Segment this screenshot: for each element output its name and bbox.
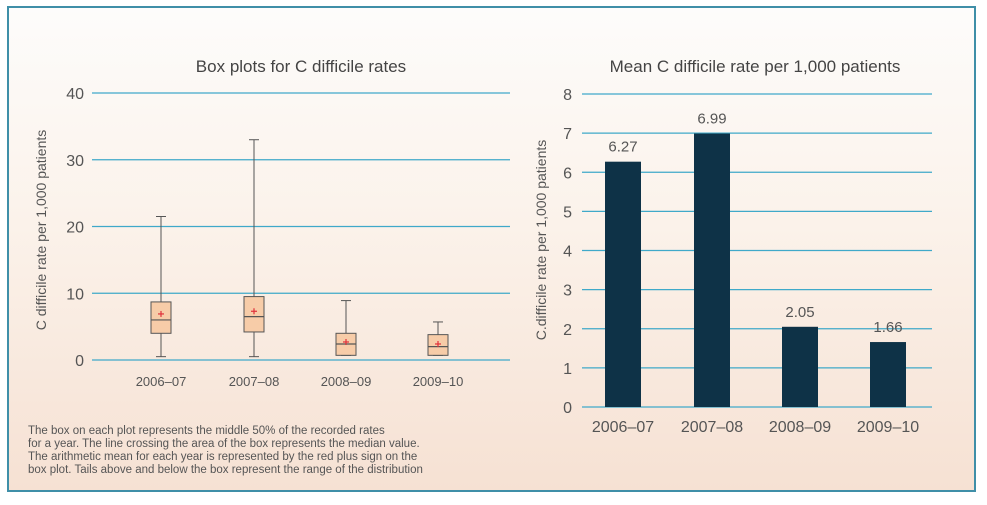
box-plot-box <box>243 296 265 333</box>
box-plot-explanation-note: The box on each plot represents the midd… <box>28 425 423 476</box>
box-plot-box <box>150 301 172 334</box>
bar-chart-bar <box>782 326 818 407</box>
box-plot-y-axis-label: C difficile rate per 1,000 patients <box>33 130 49 331</box>
box-plot-x-tick-label: 2007–08 <box>229 374 280 389</box>
bar-chart-y-tick-label: 4 <box>563 244 572 261</box>
bar-chart-y-tick-label: 1 <box>563 361 572 378</box>
bar-chart-value-label: 2.05 <box>785 304 814 321</box>
bar-chart-y-axis-label: C.difficile rate per 1,000 patients <box>533 140 549 341</box>
box-plot-y-tick-label: 30 <box>66 153 84 170</box>
bar-chart-bar <box>694 133 730 408</box>
bar-chart-y-tick-label: 8 <box>563 87 572 104</box>
bar-chart-value-label: 6.99 <box>697 111 726 128</box>
box-plot-y-tick-label: 0 <box>75 353 84 370</box>
bar-chart-y-tick-label: 5 <box>563 204 572 221</box>
box-plot-mean-marker <box>343 338 349 345</box>
bar-chart-value-label: 6.27 <box>608 139 637 156</box>
box-plot-y-tick-label: 40 <box>66 86 84 103</box>
bar-chart-x-tick-label: 2007–08 <box>681 419 743 436</box>
bar-chart-x-tick-label: 2008–09 <box>769 419 831 436</box>
box-plot-x-tick-label: 2006–07 <box>136 374 187 389</box>
bar-chart-y-tick-label: 3 <box>563 283 572 300</box>
box-plot-mean-marker <box>435 340 441 347</box>
box-plot-y-tick-label: 10 <box>66 286 84 303</box>
bar-chart-y-tick-label: 6 <box>563 165 572 182</box>
box-plot-x-tick-label: 2008–09 <box>321 374 372 389</box>
bar-chart-value-label: 1.66 <box>873 319 902 336</box>
box-plot-y-tick-label: 20 <box>66 220 84 237</box>
chart-frame <box>7 6 976 492</box>
bar-chart-bar <box>870 342 906 407</box>
box-plot-mean-marker <box>158 310 164 317</box>
box-plot-x-tick-label: 2009–10 <box>413 374 464 389</box>
box-plot-chart: Box plots for C difficile rates C diffic… <box>33 57 510 389</box>
bar-chart-bar <box>605 161 641 407</box>
bar-chart: Mean C difficile rate per 1,000 patients… <box>533 57 932 436</box>
bar-chart-x-tick-label: 2009–10 <box>857 419 919 436</box>
bar-chart-title: Mean C difficile rate per 1,000 patients <box>610 57 901 76</box>
bar-chart-x-tick-label: 2006–07 <box>592 419 654 436</box>
bar-chart-y-tick-label: 0 <box>563 400 572 417</box>
bar-chart-y-tick-label: 7 <box>563 126 572 143</box>
box-plot-mean-marker <box>251 308 257 315</box>
box-plot-title: Box plots for C difficile rates <box>196 57 406 76</box>
bar-chart-y-tick-label: 2 <box>563 322 572 339</box>
